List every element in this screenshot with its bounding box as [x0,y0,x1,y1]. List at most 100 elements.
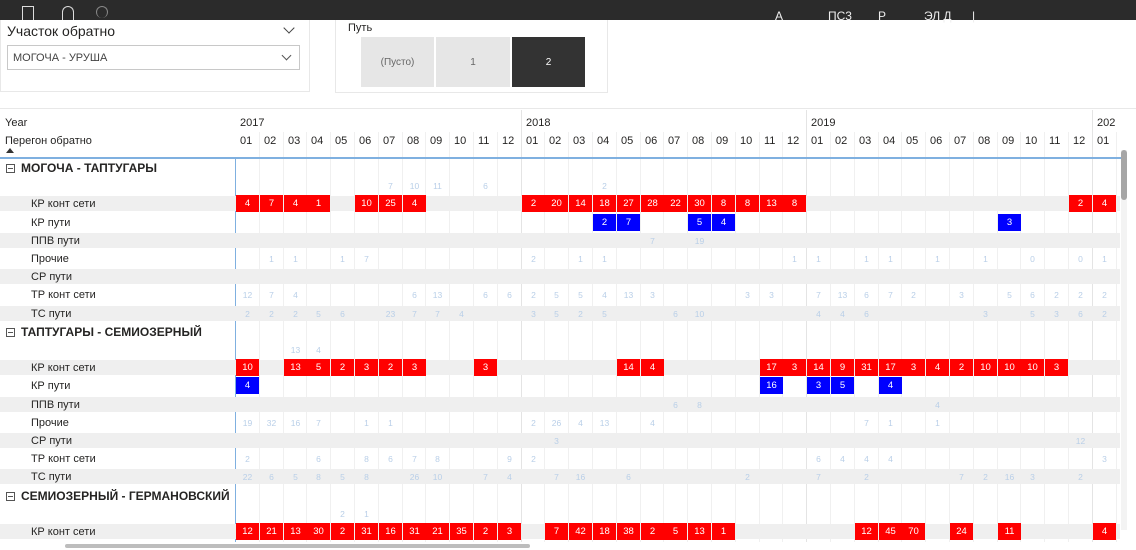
matrix-cell[interactable]: 24 [950,523,973,540]
matrix-cell[interactable]: 11 [998,523,1021,540]
matrix-cell[interactable]: 8 [783,195,806,212]
matrix-cell[interactable]: 10 [355,195,378,212]
matrix-cell[interactable]: 1 [935,253,940,264]
matrix-cell[interactable]: 6 [507,289,512,300]
matrix-cell[interactable]: 13 [284,523,307,540]
matrix-cell[interactable]: 6 [673,399,678,410]
matrix-cell[interactable]: 4 [935,399,940,410]
month-header[interactable]: 06 [359,135,372,147]
matrix-cell[interactable]: 7 [816,289,821,300]
matrix-cell[interactable]: 1 [364,508,369,519]
matrix-cell[interactable]: 30 [307,523,330,540]
matrix-cell[interactable]: 3 [745,289,750,300]
matrix-cell[interactable]: 5 [688,214,711,231]
matrix-cell[interactable]: 5 [554,289,559,300]
matrix-cell[interactable]: 4 [293,289,298,300]
matrix-cell[interactable]: 13 [760,195,783,212]
matrix-cell[interactable]: 7 [260,195,283,212]
matrix-cell[interactable]: 5 [316,308,321,319]
matrix-cell[interactable]: 7 [864,417,869,428]
matrix-cell[interactable]: 2 [1102,308,1107,319]
matrix-cell[interactable]: 16 [290,417,301,428]
matrix-cell[interactable]: 2 [474,523,497,540]
matrix-cell[interactable]: 5 [293,471,298,482]
matrix-cell[interactable]: 5 [831,377,854,394]
matrix-cell[interactable]: 10 [1021,359,1044,376]
matrix-cell[interactable]: 30 [688,195,711,212]
matrix-cell[interactable]: 1 [1102,253,1107,264]
year-header[interactable]: 202 [1097,117,1116,129]
matrix-cell[interactable]: 8 [435,453,440,464]
matrix-cell[interactable]: 2 [269,308,274,319]
search-icon[interactable] [96,6,108,18]
matrix-cell[interactable]: 2 [950,359,973,376]
matrix-cell[interactable]: 31 [855,359,878,376]
matrix-cell[interactable]: 2 [1102,289,1107,300]
matrix-cell[interactable]: 3 [902,359,925,376]
month-header[interactable]: 01 [526,135,539,147]
month-header[interactable]: 06 [930,135,943,147]
matrix-cell[interactable]: 4 [459,308,464,319]
matrix-cell[interactable]: 2 [641,523,664,540]
month-header[interactable]: 02 [264,135,277,147]
matrix-cell[interactable]: 4 [316,344,321,355]
matrix-cell[interactable]: 6 [673,308,678,319]
matrix-cell[interactable]: 6 [483,180,488,191]
month-header[interactable]: 12 [787,135,800,147]
matrix-cell[interactable]: 25 [379,195,402,212]
vertical-scrollbar[interactable] [1121,150,1127,530]
page-icon[interactable] [22,6,34,20]
matrix-cell[interactable]: 2 [245,453,250,464]
matrix-cell[interactable]: 12 [242,289,253,300]
matrix-cell[interactable]: 2 [293,308,298,319]
matrix-cell[interactable]: 2 [578,308,583,319]
matrix-cell[interactable]: 0 [1030,253,1035,264]
matrix-cell[interactable]: 2 [331,359,354,376]
matrix-cell[interactable]: 4 [650,417,655,428]
month-header[interactable]: 05 [335,135,348,147]
matrix-cell[interactable]: 10 [409,180,420,191]
matrix-cell[interactable]: 9 [831,359,854,376]
matrix-cell[interactable]: 18 [593,523,616,540]
matrix-cell[interactable]: 2 [1078,471,1083,482]
collapse-icon[interactable] [6,164,15,173]
matrix-cell[interactable]: 4 [712,214,735,231]
year-header[interactable]: 2017 [240,117,265,129]
undo-icon[interactable] [62,6,74,20]
matrix-cell[interactable]: 70 [902,523,925,540]
matrix-cell[interactable]: 7 [364,253,369,264]
matrix-cell[interactable]: 3 [1030,471,1035,482]
matrix-cell[interactable]: 2 [602,180,607,191]
matrix-cell[interactable]: 16 [1004,471,1015,482]
month-header[interactable]: 07 [954,135,967,147]
month-header[interactable]: 11 [1049,135,1061,147]
month-header[interactable]: 09 [1002,135,1015,147]
matrix-cell[interactable]: 3 [403,359,426,376]
matrix-cell[interactable]: 3 [807,377,830,394]
matrix-cell[interactable]: 2 [245,308,250,319]
horizontal-scroll-thumb[interactable] [65,544,530,548]
matrix-cell[interactable]: 6 [412,289,417,300]
matrix-cell[interactable]: 31 [403,523,426,540]
matrix-cell[interactable]: 8 [736,195,759,212]
matrix-cell[interactable]: 42 [569,523,592,540]
year-header[interactable]: 2019 [811,117,836,129]
matrix-cell[interactable]: 26 [409,471,420,482]
matrix-cell[interactable]: 13 [432,289,443,300]
track-option-1[interactable]: 1 [436,37,510,87]
year-header[interactable]: 2018 [526,117,551,129]
matrix-cell[interactable]: 3 [998,214,1021,231]
matrix-cell[interactable]: 6 [864,289,869,300]
matrix-cell[interactable]: 1 [388,417,393,428]
matrix-cell[interactable]: 7 [545,523,568,540]
matrix-cell[interactable]: 7 [316,417,321,428]
matrix-cell[interactable]: 1 [293,253,298,264]
month-header[interactable]: 08 [978,135,991,147]
matrix-cell[interactable]: 1 [269,253,274,264]
matrix-cell[interactable]: 2 [531,253,536,264]
matrix-cell[interactable]: 8 [364,453,369,464]
month-header[interactable]: 03 [859,135,872,147]
month-header[interactable]: 02 [835,135,848,147]
matrix-cell[interactable]: 14 [617,359,640,376]
matrix-cell[interactable]: 2 [379,359,402,376]
